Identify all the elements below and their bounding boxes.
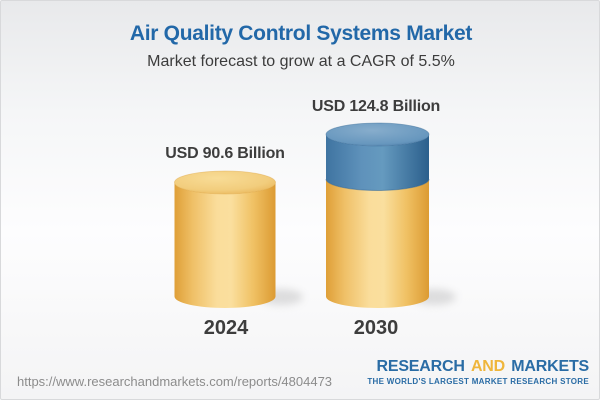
bar-2024-cylinder (174, 170, 276, 308)
report-url: https://www.researchandmarkets.com/repor… (17, 374, 333, 389)
logo-word-research: RESEARCH (376, 358, 465, 375)
value-label-2030: USD 124.8 Billion (311, 98, 441, 115)
logo-word-and: AND (470, 358, 506, 375)
chart-subtitle: Market forecast to grow at a CAGR of 5.5… (147, 53, 455, 70)
value-label-2024: USD 90.6 Billion (165, 145, 285, 162)
category-label-2024: 2024 (203, 317, 249, 339)
chart-title: Air Quality Control Systems Market (129, 22, 473, 45)
bar-2030-growth-segment (326, 134, 429, 191)
research-and-markets-logo: RESEARCH AND MARKETS THE WORLD'S LARGEST… (367, 359, 589, 386)
logo-wordmark: RESEARCH AND MARKETS (367, 358, 590, 375)
bar-2030-base-segment (326, 179, 429, 308)
logo-word-markets: MARKETS (511, 358, 589, 375)
category-label-2030: 2030 (353, 317, 399, 339)
logo-tagline: THE WORLD'S LARGEST MARKET RESEARCH STOR… (367, 377, 589, 386)
bar-2030-cylinder (325, 122, 430, 308)
